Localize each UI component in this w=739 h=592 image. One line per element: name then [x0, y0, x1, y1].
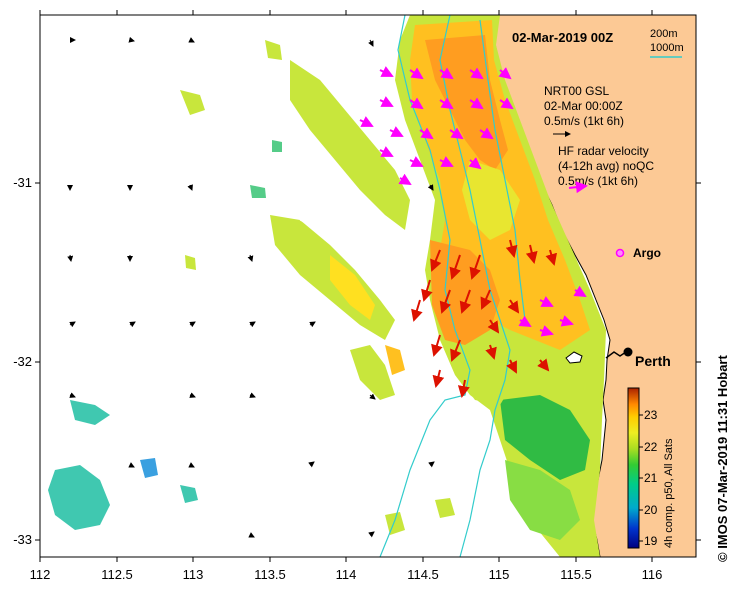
velocity-legend: NRT00 GSL 02-Mar 00:00Z 0.5m/s (1kt 6h) …	[544, 84, 654, 194]
sst-field	[48, 15, 606, 557]
hf-radar-arrows	[359, 66, 587, 337]
hf-radar-strong-arrows	[411, 239, 558, 398]
gsl-legend-line1: NRT00 GSL	[544, 84, 609, 98]
argo-label: Argo	[633, 246, 661, 260]
argo-icon	[615, 248, 625, 258]
hf-legend-line2: (4-12h avg) noQC	[558, 159, 654, 173]
tick-marks	[35, 10, 701, 562]
map-title: 02-Mar-2019 00Z	[512, 30, 613, 45]
y-tick-label: -31	[13, 175, 32, 190]
argo-marker: Argo	[615, 246, 661, 260]
hf-legend-line1: HF radar velocity	[558, 144, 649, 158]
hf-legend-arrow	[568, 181, 588, 194]
colorbar-tick: 20	[644, 503, 658, 517]
colorbar-tick: 23	[644, 408, 658, 422]
city-dot-icon	[623, 347, 633, 357]
x-tick-label: 115	[489, 567, 510, 582]
x-tick-label: 113.5	[254, 567, 286, 582]
island	[565, 351, 583, 364]
x-tick-label: 112.5	[101, 567, 133, 582]
colorbar-ramp	[627, 387, 640, 549]
colorbar-tick: 22	[644, 440, 658, 454]
gsl-velocity-arrows	[67, 36, 435, 538]
x-tick-label: 112	[30, 567, 51, 582]
x-tick-label: 116	[642, 567, 663, 582]
hf-legend-line3: 0.5m/s (1kt 6h)	[558, 174, 638, 188]
gsl-legend-line2: 02-Mar 00:00Z	[544, 99, 623, 113]
gsl-legend-line3: 0.5m/s (1kt 6h)	[544, 114, 624, 128]
y-tick-label: -33	[13, 532, 32, 547]
x-tick-label: 114	[336, 567, 357, 582]
x-tick-label: 113	[183, 567, 204, 582]
isobath-200-label: 200m	[650, 28, 678, 40]
colorbar-label: 4h comp. p50, All Sats	[663, 438, 675, 548]
city-label: Perth	[635, 353, 671, 369]
colorbar-tick: 21	[644, 471, 658, 485]
x-axis-labels: 112 112.5 113 113.5 114 114.5 115 115.5 …	[30, 567, 663, 582]
credit-text: © IMOS 07-Mar-2019 11:31 Hobart	[715, 355, 730, 562]
y-tick-label: -32	[13, 354, 32, 369]
colorbar: 19 20 21 22 23 4h comp. p50, All Sats	[627, 387, 675, 549]
isobath-1000-label: 1000m	[650, 42, 684, 54]
colorbar-tick: 19	[644, 534, 658, 548]
plot-frame	[39, 14, 697, 558]
x-tick-label: 114.5	[407, 567, 439, 582]
isobath-legend: 200m 1000m	[650, 28, 684, 58]
x-tick-label: 115.5	[560, 567, 592, 582]
y-axis-labels: -31 -32 -33	[13, 175, 32, 547]
isobath-contours	[299, 15, 526, 557]
river	[605, 351, 627, 359]
city-marker: Perth	[623, 347, 671, 369]
